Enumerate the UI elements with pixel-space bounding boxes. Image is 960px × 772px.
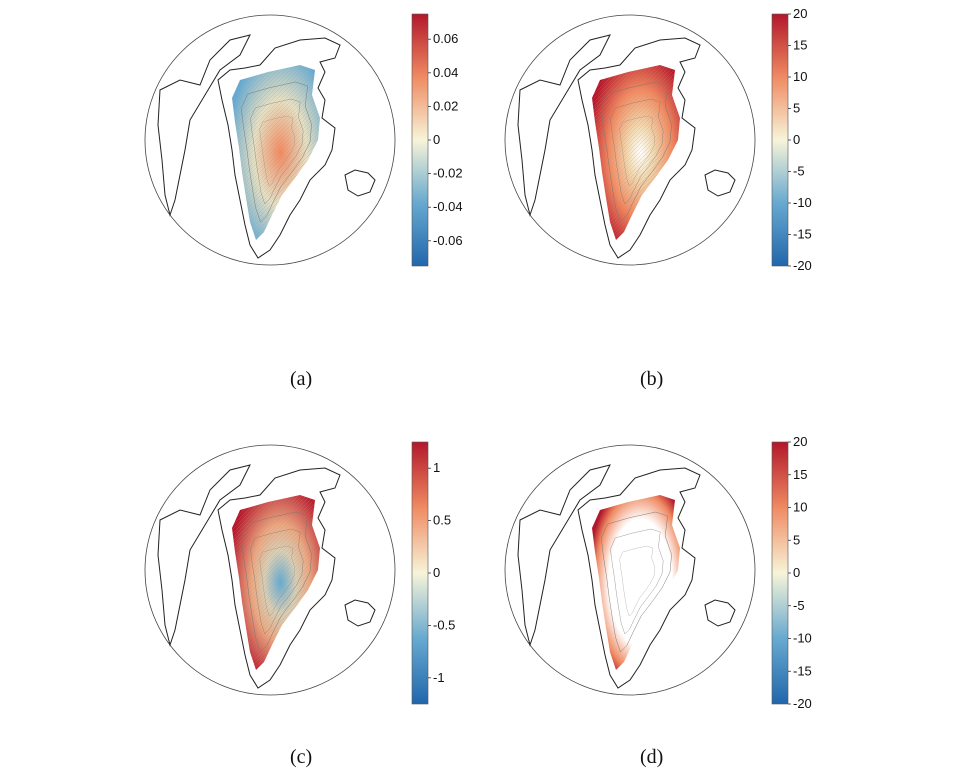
map-frame-circle: [144, 14, 396, 266]
map-frame-circle: [504, 14, 756, 266]
elevation-contour: [259, 115, 295, 187]
map-a: 0.06 0.04 0.02 0 -0.02 -0.04 -0.06: [144, 13, 463, 267]
colorbar-tick-label: -0.02: [433, 166, 463, 181]
elevation-contour: [600, 511, 672, 653]
elevation-contour: [610, 98, 664, 205]
elevation-contour: [240, 81, 312, 223]
elevation-contour: [619, 115, 655, 187]
colorbar-tick-label: 5: [793, 101, 800, 116]
elevation-contour: [619, 545, 655, 617]
colorbar: [771, 441, 789, 705]
iceland-coastline: [344, 599, 376, 627]
colorbar-tick-label: -0.06: [433, 233, 463, 248]
colorbar-tick-label: -0.04: [433, 199, 463, 214]
greenland-coastline: [217, 37, 341, 259]
colorbar-tick-label: 0.02: [433, 98, 458, 113]
elevation-contour: [250, 98, 304, 205]
colorbar-tick-label: 0: [793, 132, 800, 147]
panel-d: 20 15 10 5 0 -5 -10 -15 -20: [500, 420, 840, 720]
colorbar-tick-label: 0.5: [433, 513, 451, 528]
map-c: 1 0.5 0 -0.5 -1: [144, 441, 455, 705]
colorbar-tick-label: 15: [793, 467, 807, 482]
significance-hatching: [232, 65, 320, 240]
colorbar-tick-label: 10: [793, 69, 807, 84]
canada-coastline: [517, 464, 611, 647]
map-b: 20 15 10 5 0 -5 -10 -15 -20: [504, 6, 812, 273]
significance-hatching: [232, 495, 320, 670]
colorbar-tick-label: -10: [793, 195, 812, 210]
colorbar-tick-label: -1: [433, 670, 445, 685]
colorbar-tick-label: 15: [793, 38, 807, 53]
greenland-coastline: [577, 37, 701, 259]
colorbar: [771, 13, 789, 267]
greenland-coastline: [217, 467, 341, 689]
colorbar-tick-label: 10: [793, 500, 807, 515]
colorbar-tick-label: -10: [793, 631, 812, 646]
colorbar-tick-label: -0.5: [433, 617, 455, 632]
map-d: 20 15 10 5 0 -5 -10 -15 -20: [504, 434, 812, 711]
iceland-coastline: [704, 599, 736, 627]
iceland-coastline: [344, 169, 376, 197]
elevation-contour: [250, 528, 304, 635]
greenland-coastline: [577, 467, 701, 689]
canada-coastline: [517, 34, 611, 217]
significance-hatching: [592, 65, 680, 240]
colorbar: [411, 441, 429, 705]
ice-sheet-field: [592, 495, 680, 670]
elevation-contour: [240, 511, 312, 653]
elevation-contour: [259, 545, 295, 617]
colorbar-tick-label: -20: [793, 696, 812, 711]
elevation-contour: [610, 528, 664, 635]
caption-b: (b): [640, 368, 664, 390]
colorbar-tick-label: 1: [433, 460, 440, 475]
colorbar-tick-label: -20: [793, 258, 812, 273]
elevation-contour: [600, 81, 672, 223]
panel-c: 1 0.5 0 -0.5 -1: [140, 420, 480, 720]
colorbar: [411, 13, 429, 267]
colorbar-tick-label: -5: [793, 598, 805, 613]
canada-coastline: [157, 464, 251, 647]
caption-c: (c): [290, 746, 313, 768]
map-frame-circle: [144, 444, 396, 696]
map-frame-circle: [504, 444, 756, 696]
panel-a: 0.06 0.04 0.02 0 -0.02 -0.04 -0.06: [140, 0, 480, 290]
panel-b: 20 15 10 5 0 -5 -10 -15 -20: [500, 0, 840, 290]
canada-coastline: [157, 34, 251, 217]
colorbar-tick-label: -15: [793, 663, 812, 678]
colorbar-tick-label: 0: [433, 132, 440, 147]
colorbar-tick-label: 0: [433, 565, 440, 580]
colorbar-tick-label: -15: [793, 227, 812, 242]
caption-d: (d): [640, 746, 664, 768]
colorbar-tick-label: 5: [793, 532, 800, 547]
colorbar-tick-label: 0.06: [433, 31, 458, 46]
colorbar-tick-label: 0: [793, 565, 800, 580]
colorbar-tick-label: -5: [793, 164, 805, 179]
colorbar-tick-label: 0.04: [433, 65, 458, 80]
colorbar-tick-label: 20: [793, 6, 807, 21]
colorbar-tick-label: 20: [793, 434, 807, 449]
caption-a: (a): [290, 368, 313, 390]
iceland-coastline: [704, 169, 736, 197]
